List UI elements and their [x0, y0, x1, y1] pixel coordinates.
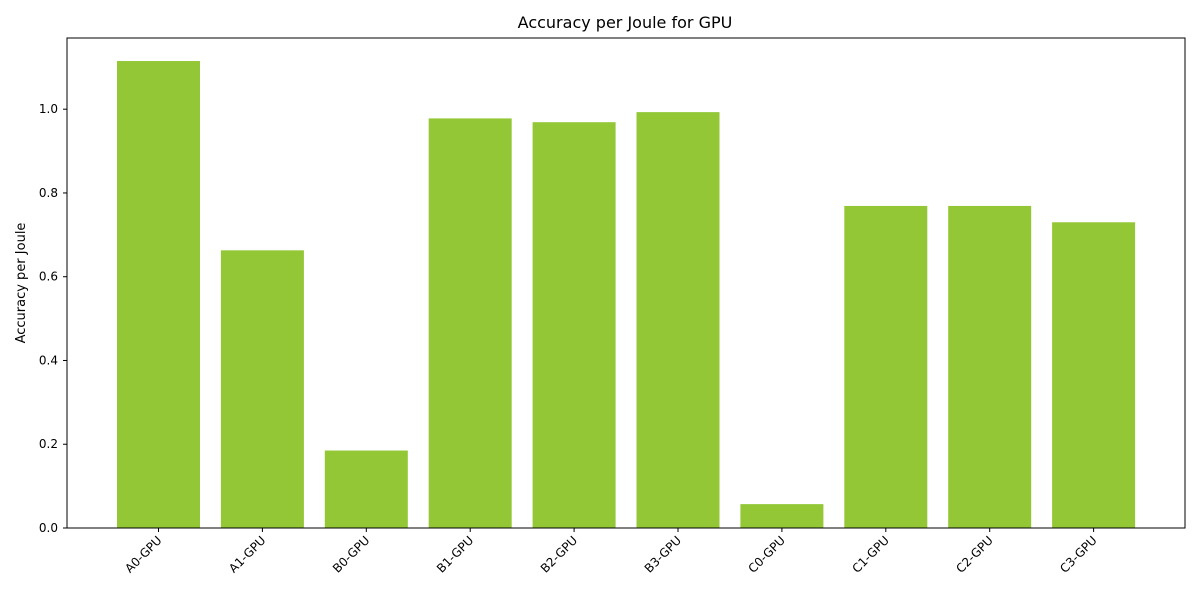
- x-tick-label: B3-GPU: [642, 533, 684, 575]
- bar-c3-gpu: [1052, 222, 1136, 528]
- y-tick-label: 0.6: [39, 270, 58, 284]
- y-tick-label: 0.4: [39, 353, 58, 367]
- x-tick-label: B0-GPU: [330, 533, 372, 575]
- bar-b1-gpu: [428, 118, 512, 529]
- bar-c2-gpu: [948, 205, 1032, 528]
- y-tick-label: 1.0: [39, 102, 58, 116]
- y-axis-ticks: 0.0 0.2 0.4 0.6 0.8 1.0: [39, 102, 67, 535]
- x-tick-label: B2-GPU: [538, 533, 580, 575]
- y-tick-label: 0.2: [39, 437, 58, 451]
- bar-c0-gpu: [740, 504, 824, 528]
- bar-a0-gpu: [117, 61, 200, 529]
- x-tick-label: C3-GPU: [1057, 533, 1100, 576]
- bar-b3-gpu: [636, 112, 720, 528]
- bar-b2-gpu: [532, 122, 616, 528]
- plot-frame: [66, 37, 1186, 529]
- chart-title: Accuracy per Joule for GPU: [518, 13, 733, 32]
- bar-c1-gpu: [844, 205, 928, 528]
- x-tick-label: B1-GPU: [434, 533, 476, 575]
- x-tick-label: A0-GPU: [122, 533, 164, 575]
- bar-b0-gpu: [324, 450, 408, 528]
- y-tick-label: 0.8: [39, 186, 58, 200]
- y-tick-label: 0.0: [39, 521, 58, 535]
- y-axis-label: Accuracy per Joule: [14, 223, 29, 344]
- x-tick-label: C0-GPU: [746, 533, 789, 576]
- x-tick-label: A1-GPU: [226, 533, 268, 575]
- bar-a1-gpu: [220, 250, 304, 529]
- x-tick-label: C2-GPU: [953, 533, 996, 576]
- x-axis-ticks: A0-GPU A1-GPU B0-GPU B1-GPU B2-GPU B3-GPU C0-G…: [122, 528, 1100, 576]
- bars-layer: [117, 61, 1136, 529]
- x-tick-label: C1-GPU: [849, 533, 892, 576]
